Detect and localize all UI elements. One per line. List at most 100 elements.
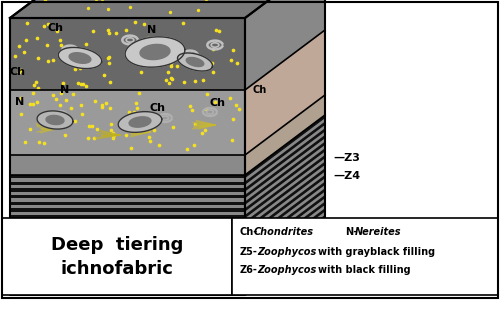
Polygon shape	[2, 218, 232, 295]
Point	[208, 46, 216, 51]
Point	[122, 132, 130, 137]
Polygon shape	[46, 116, 64, 124]
Point	[92, 0, 100, 2]
Polygon shape	[10, 198, 245, 202]
Point	[126, 146, 134, 151]
Point	[86, 123, 94, 128]
Polygon shape	[245, 115, 325, 178]
Point	[26, 127, 34, 132]
Text: N: N	[60, 85, 70, 95]
Point	[88, 124, 96, 129]
Polygon shape	[10, 195, 245, 198]
Point	[41, 0, 49, 3]
Text: with black filling: with black filling	[318, 265, 410, 275]
Point	[30, 90, 38, 95]
Point	[198, 130, 206, 135]
Polygon shape	[10, 258, 245, 262]
Point	[142, 114, 150, 119]
Point	[53, 29, 61, 34]
Polygon shape	[118, 112, 162, 132]
Point	[30, 82, 38, 87]
Polygon shape	[245, 30, 325, 155]
Point	[16, 69, 24, 74]
Point	[74, 81, 82, 86]
Point	[109, 132, 117, 137]
Polygon shape	[10, 218, 245, 222]
Point	[134, 106, 141, 111]
Point	[105, 55, 113, 60]
Point	[166, 9, 174, 14]
Text: Ch: Ch	[47, 23, 63, 33]
Polygon shape	[10, 248, 245, 252]
Point	[202, 128, 209, 133]
Point	[208, 60, 216, 66]
Polygon shape	[10, 268, 245, 272]
Polygon shape	[245, 178, 325, 242]
Text: Z6-: Z6-	[240, 265, 258, 275]
Polygon shape	[69, 53, 91, 63]
Polygon shape	[10, 255, 245, 258]
Point	[77, 81, 85, 86]
Polygon shape	[10, 175, 245, 295]
Polygon shape	[10, 265, 245, 268]
Point	[194, 7, 202, 12]
Polygon shape	[245, 95, 325, 175]
Polygon shape	[10, 278, 245, 282]
Point	[70, 91, 78, 96]
Text: Ch: Ch	[253, 85, 267, 95]
Point	[180, 79, 188, 84]
Point	[112, 31, 120, 36]
Point	[199, 78, 207, 83]
Point	[35, 140, 43, 145]
Polygon shape	[10, 155, 245, 175]
Point	[212, 27, 220, 32]
Point	[188, 65, 196, 70]
Point	[124, 110, 132, 115]
Point	[116, 121, 124, 126]
Text: —Z3: —Z3	[333, 153, 360, 163]
Polygon shape	[140, 44, 170, 60]
Polygon shape	[10, 235, 245, 238]
Polygon shape	[10, 282, 245, 285]
Polygon shape	[245, 202, 325, 265]
Point	[79, 82, 87, 87]
Polygon shape	[245, 138, 325, 202]
Polygon shape	[245, 222, 325, 285]
Polygon shape	[245, 115, 325, 295]
Polygon shape	[245, 145, 325, 208]
Text: Ch: Ch	[210, 98, 226, 108]
Polygon shape	[10, 275, 245, 278]
Point	[191, 79, 199, 84]
Point	[56, 37, 64, 42]
Point	[162, 78, 170, 83]
Point	[57, 91, 65, 96]
Point	[22, 140, 30, 145]
Point	[76, 66, 84, 71]
Point	[208, 69, 216, 74]
Point	[131, 20, 139, 25]
Polygon shape	[10, 202, 245, 205]
Point	[15, 43, 23, 48]
Text: Ch: Ch	[150, 103, 166, 113]
Point	[190, 142, 198, 147]
Polygon shape	[10, 242, 245, 245]
Point	[130, 110, 138, 115]
Point	[226, 57, 234, 62]
Point	[34, 55, 42, 60]
Point	[42, 122, 50, 127]
Point	[106, 30, 114, 35]
Point	[216, 29, 224, 34]
Polygon shape	[10, 288, 245, 292]
Point	[17, 112, 25, 117]
Text: Ch: Ch	[10, 67, 26, 77]
Polygon shape	[245, 132, 325, 195]
Polygon shape	[10, 285, 245, 288]
Polygon shape	[10, 192, 245, 195]
Point	[40, 24, 48, 29]
Point	[146, 135, 154, 140]
Polygon shape	[245, 198, 325, 262]
Polygon shape	[245, 195, 325, 258]
Polygon shape	[245, 118, 325, 182]
Point	[33, 35, 41, 40]
Polygon shape	[10, 185, 245, 188]
